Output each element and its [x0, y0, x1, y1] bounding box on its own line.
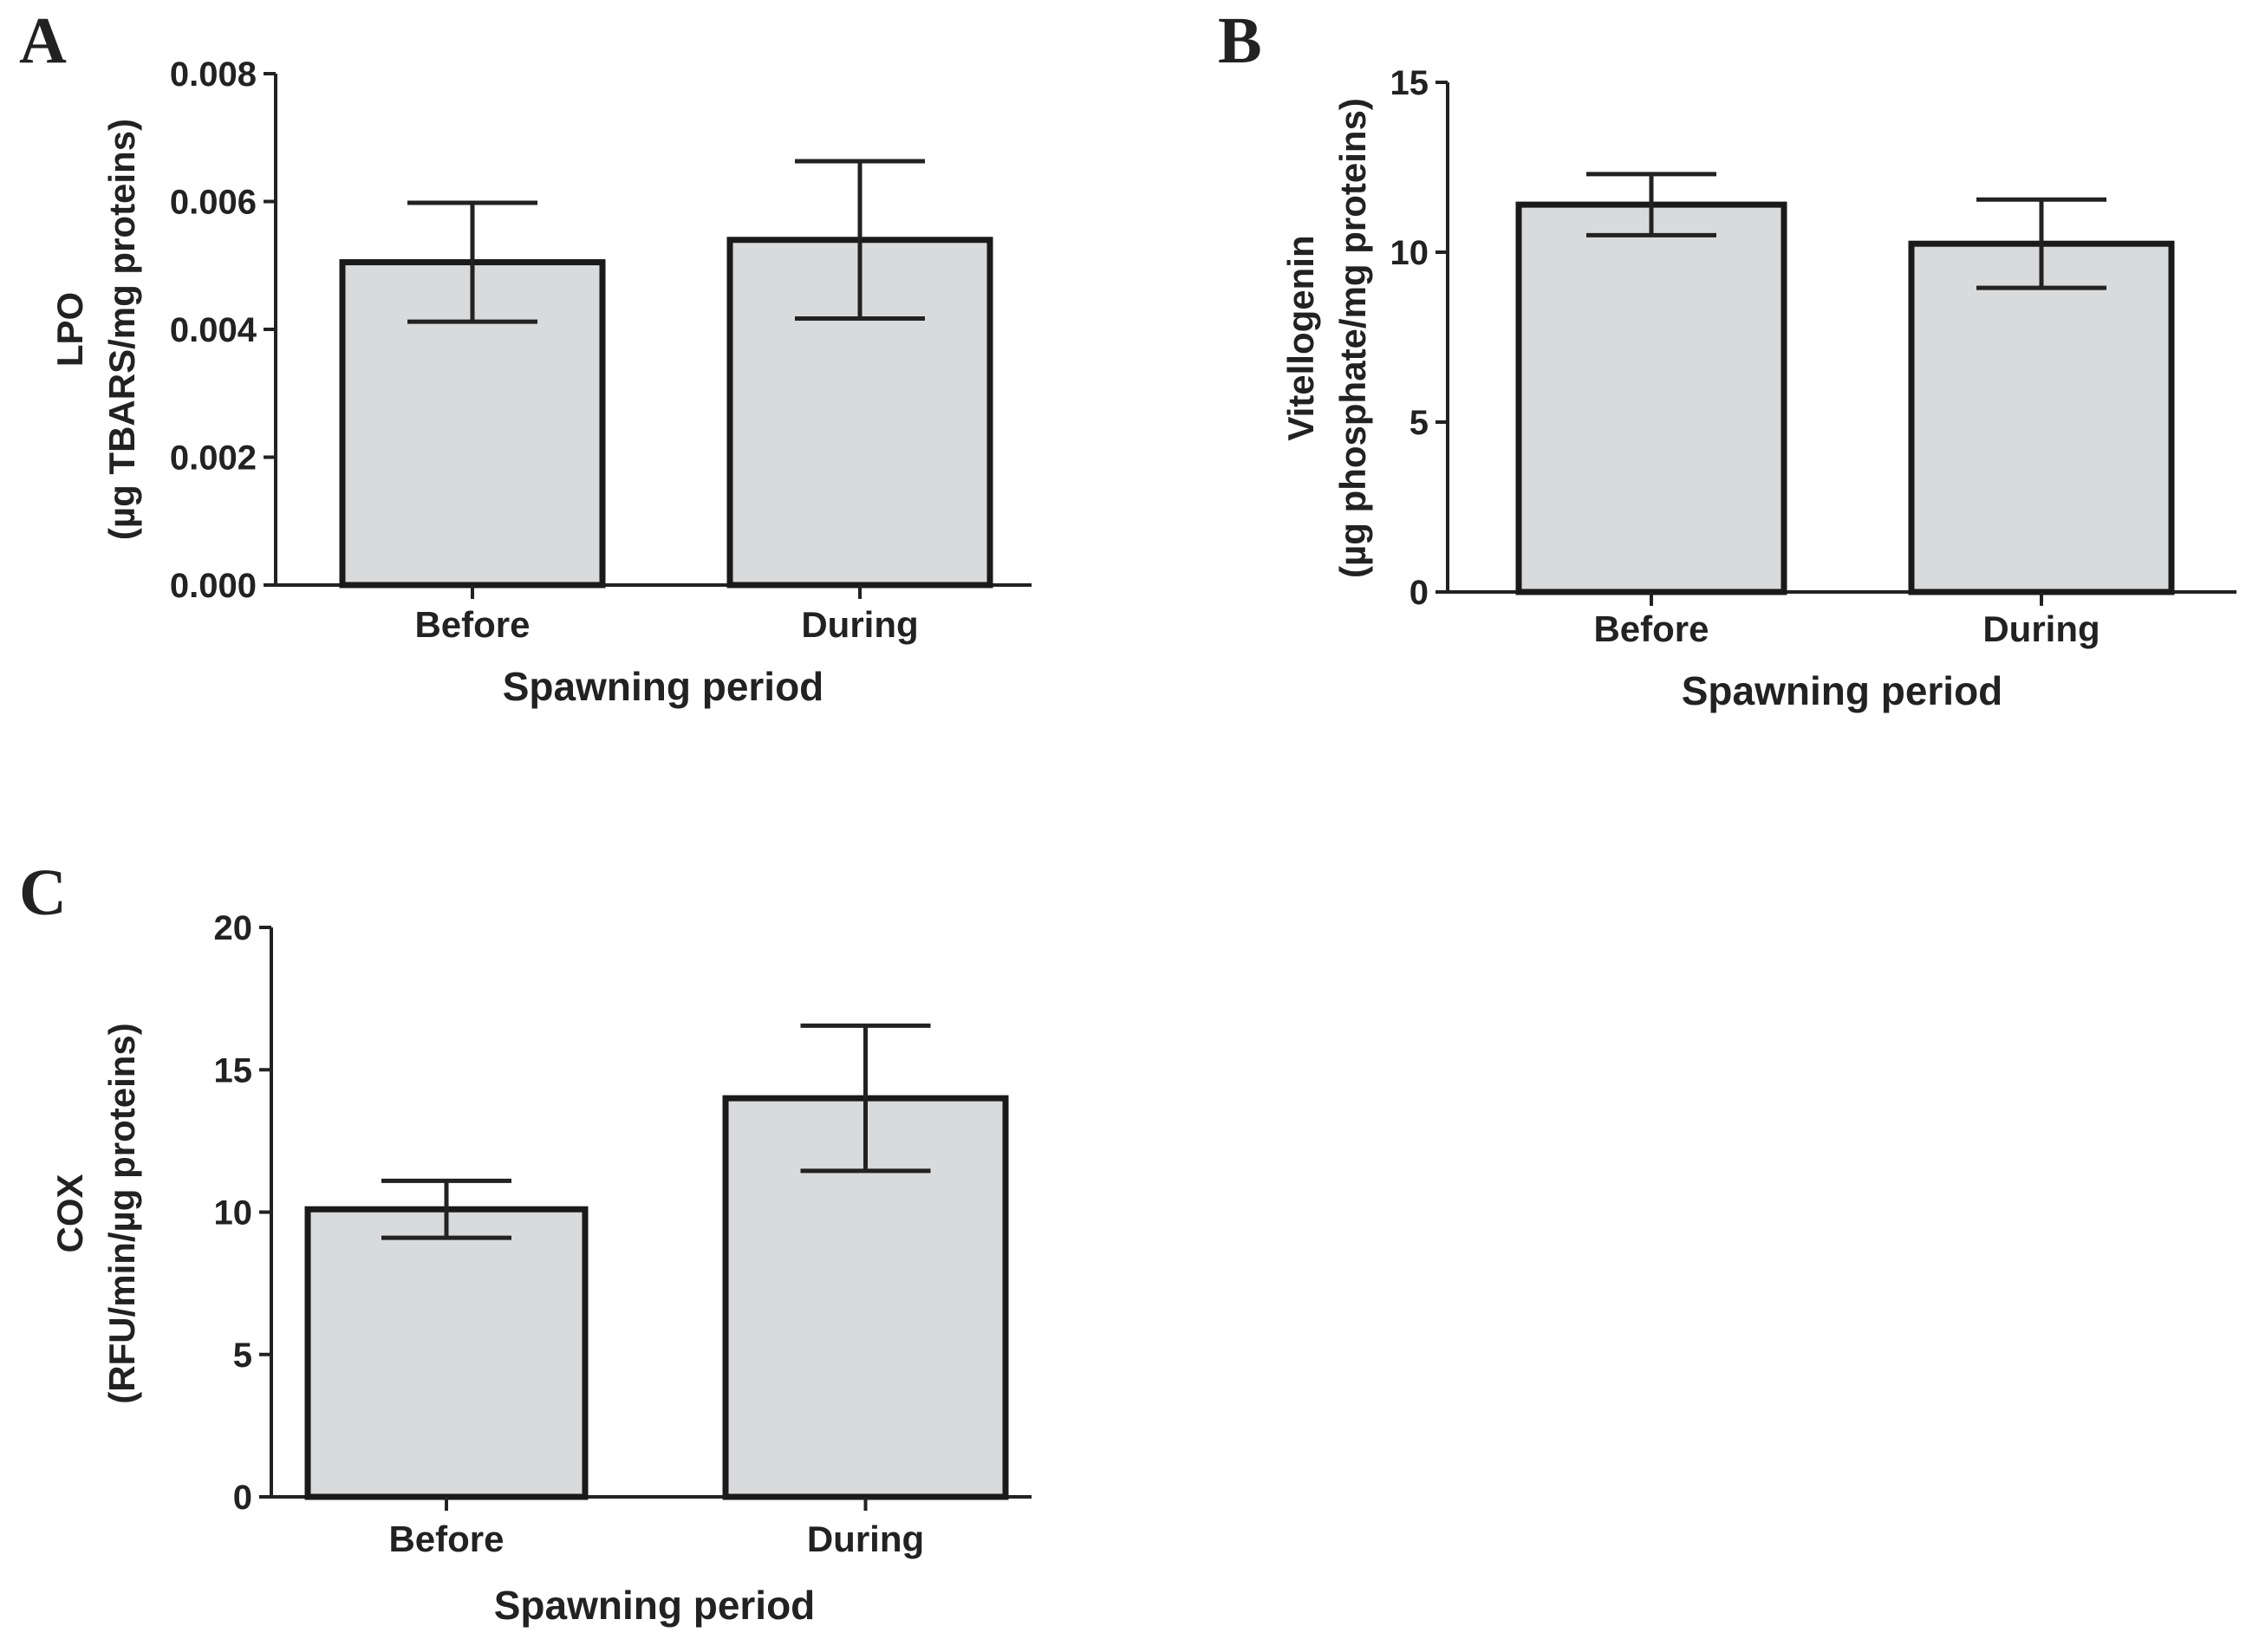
x-tick-label-during: During [807, 1519, 924, 1559]
y-tick-label: 20 [214, 909, 253, 947]
y-axis-title-line1: LPO [49, 292, 90, 367]
x-tick-label-before: Before [388, 1519, 504, 1559]
y-axis-title-line2: (µg phosphate/mg proteins) [1332, 98, 1373, 578]
chart-panel-c: C 0 5 10 15 20 Before During Spawning period COX (… [19, 856, 1032, 1628]
y-tick-label: 10 [214, 1194, 253, 1232]
x-axis-title: Spawning period [503, 664, 824, 709]
y-tick-label: 0.002 [170, 439, 257, 478]
panel-letter: A [19, 4, 67, 77]
y-tick-label: 0 [1409, 574, 1429, 612]
panel-letter: B [1218, 4, 1262, 77]
panel-letter: C [19, 856, 67, 929]
y-tick-label: 5 [233, 1337, 252, 1375]
chart-panel-a: A 0.000 0.002 0.004 0.006 0.008 Before During Sp… [19, 4, 1032, 709]
y-tick-label: 0.006 [170, 184, 257, 222]
y-tick-label: 0.004 [170, 311, 257, 349]
bar-before [304, 1206, 589, 1500]
y-axis-title-line2: (µg TBARS/mg proteins) [101, 119, 142, 540]
y-tick-label: 5 [1409, 404, 1429, 442]
x-tick-label-during: During [1982, 608, 2100, 649]
x-axis-title: Spawning period [494, 1583, 816, 1628]
chart-panel-b: B 0 5 10 15 Before During Spawning period Vitell… [1218, 4, 2236, 713]
y-axis-title-line1: Vitellogenin [1280, 235, 1321, 440]
x-axis-title: Spawning period [1682, 668, 2003, 713]
y-tick-label: 15 [214, 1051, 253, 1089]
bar-before [1515, 201, 1787, 595]
x-tick-label-before: Before [414, 604, 530, 645]
y-tick-label: 0.000 [170, 567, 257, 605]
y-axis-title-line2: (RFU/min/µg proteins) [101, 1023, 142, 1404]
y-tick-label: 0.008 [170, 55, 257, 94]
bar-during [1908, 240, 2175, 595]
y-tick-label: 0 [233, 1479, 252, 1517]
x-tick-label-before: Before [1593, 608, 1709, 649]
y-tick-label: 10 [1390, 234, 1429, 272]
y-axis-title-line1: COX [49, 1174, 90, 1252]
x-tick-label-during: During [801, 604, 918, 645]
y-tick-label: 15 [1390, 64, 1429, 102]
